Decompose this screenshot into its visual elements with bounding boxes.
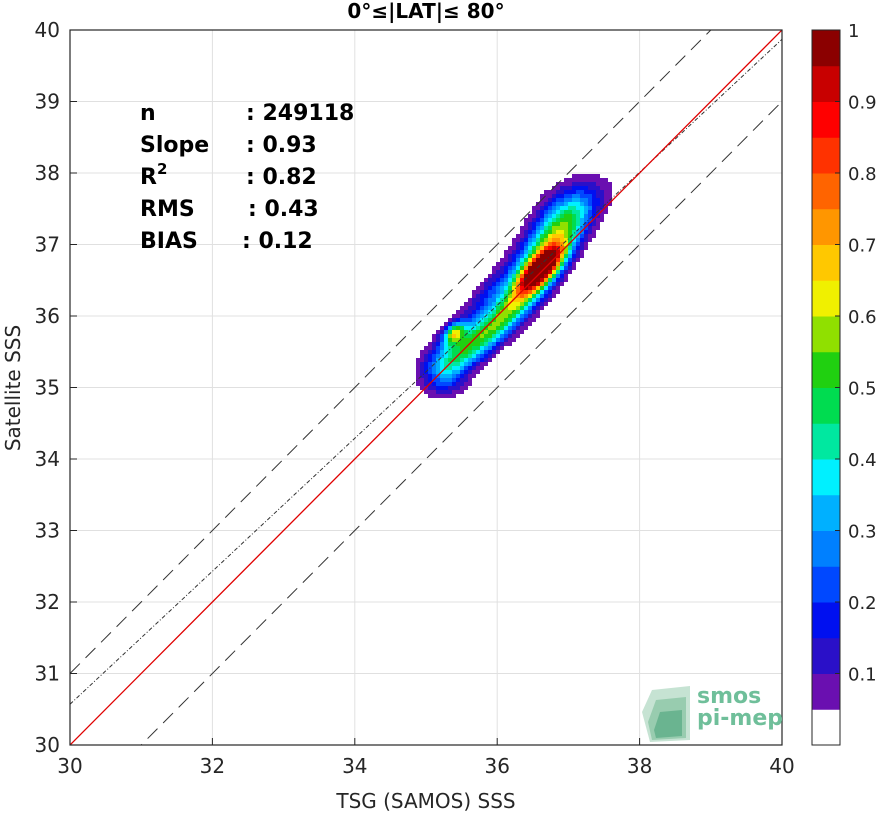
x-tick-label: 34 [342,754,367,778]
stat-value: : 0.43 [248,197,319,222]
colorbar-swatch [812,280,840,317]
smos-pi-mep-logo: smos pi-mep [642,684,783,742]
colorbar-tick-label: 0.4 [848,450,877,471]
x-tick-label: 32 [200,754,225,778]
colorbar-swatch [812,387,840,424]
fit-line [70,38,782,705]
colorbar-swatch [812,459,840,496]
y-tick-label: 34 [35,447,60,471]
y-tick-label: 40 [35,18,60,42]
colorbar-swatch [812,101,840,138]
one-to-one-line [70,30,782,745]
y-tick-label: 37 [35,233,60,257]
y-tick-label: 35 [35,376,60,400]
colorbar-swatch [812,637,840,674]
colorbar-tick-label: 1 [848,21,859,42]
stats-box: n : 249118 Slope : 0.93 R2 : 0.82 RMS : 0.43 BIA… [140,101,354,254]
colorbar-swatch [812,173,840,210]
colorbar-swatch [812,316,840,353]
colorbar-swatch [812,530,840,567]
colorbar-tick-label: 0.2 [848,593,877,614]
stat-label: Slope [140,133,209,158]
y-tick-label: 31 [35,662,60,686]
stat-value: : 249118 [246,101,354,126]
y-tick-label: 33 [35,519,60,543]
x-tick-label: 36 [484,754,509,778]
colorbar-swatch [812,566,840,603]
colorbar-swatch [812,602,840,639]
colorbar-tick-label: 0.3 [848,522,877,543]
colorbar-tick-label: 0.5 [848,379,877,400]
colorbar-swatch [812,351,840,388]
y-tick-label: 38 [35,161,60,185]
rms-bound-line [70,30,712,674]
colorbar-swatch [812,244,840,281]
colorbar-swatch [812,423,840,460]
chart-title: 0°≤|LAT|≤ 80° [347,0,504,23]
logo-text-smos: smos [697,684,761,709]
x-axis-label: TSG (SAMOS) SSS [335,789,515,813]
stat-label: R2 [140,160,167,190]
grid [69,29,783,746]
reference-lines [70,30,782,745]
rms-bound-line [140,101,782,745]
colorbar-swatch [812,137,840,174]
colorbar-tick-label: 0.6 [848,307,877,328]
colorbar-swatch [812,30,840,67]
stat-value: : 0.82 [246,165,317,190]
x-axis-ticks: 30 32 34 36 38 40 [57,738,795,778]
y-tick-label: 32 [35,590,60,614]
y-tick-label: 30 [35,733,60,757]
colorbar-swatch [812,494,840,531]
colorbar: 0.1 0.2 0.3 0.4 0.5 0.6 0.7 0.8 0.9 1 [811,21,877,746]
colorbar-swatch [812,65,840,102]
stat-label: n [140,101,156,126]
colorbar-swatch [812,673,840,710]
stat-label: BIAS [140,229,198,254]
colorbar-tick-label: 0.7 [848,236,877,257]
x-tick-label: 38 [627,754,652,778]
contour-level [524,250,556,290]
colorbar-tick-label: 0.8 [848,164,877,185]
stat-value: : 0.93 [246,133,317,158]
y-axis-ticks: 30 31 32 33 34 35 36 37 38 39 40 [35,18,77,757]
x-tick-label: 40 [769,754,794,778]
colorbar-swatch [812,709,840,746]
stat-label: RMS [140,197,195,222]
colorbar-tick-label: 0.9 [848,93,877,114]
colorbar-tick-label: 0.1 [848,665,877,686]
logo-text-pi-mep: pi-mep [697,706,783,731]
y-axis-label: Satellite SSS [1,325,25,451]
y-tick-label: 39 [35,90,60,114]
y-tick-label: 36 [35,304,60,328]
colorbar-swatch [812,208,840,245]
density-contours [416,174,612,398]
x-tick-label: 30 [57,754,82,778]
stat-value: : 0.12 [242,229,313,254]
